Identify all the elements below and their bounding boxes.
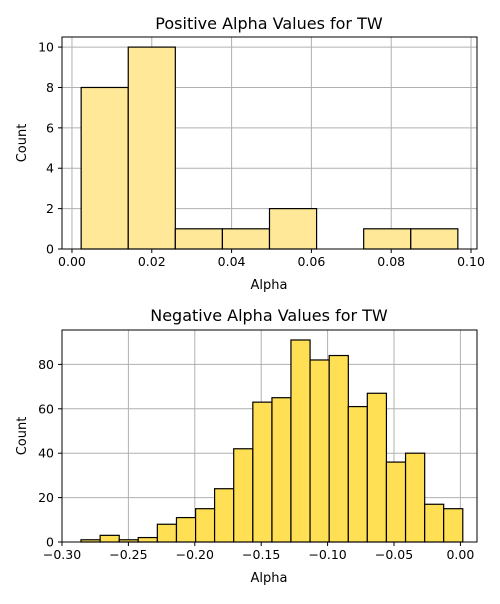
histogram-bar xyxy=(137,536,158,543)
bars xyxy=(80,339,464,543)
y-tick-label: 4 xyxy=(46,161,54,176)
y-axis-label: Count xyxy=(15,124,30,163)
y-tick-label: 10 xyxy=(38,40,54,55)
x-tick-label: −0.15 xyxy=(242,547,280,562)
y-axis-label: Count xyxy=(15,417,30,456)
x-tick-label: 0.00 xyxy=(446,547,474,562)
x-tick-label: −0.20 xyxy=(176,547,214,562)
x-tick-label: −0.30 xyxy=(43,547,81,562)
histogram-bar xyxy=(127,46,176,250)
histogram-bar xyxy=(271,397,292,543)
x-tick-label: 0.06 xyxy=(297,254,325,269)
x-tick-label: 0.10 xyxy=(457,254,485,269)
y-tick-label: 0 xyxy=(46,535,54,550)
chart-title: Positive Alpha Values for TW xyxy=(155,14,383,33)
y-tick-label: 0 xyxy=(46,242,54,257)
x-axis-label: Alpha xyxy=(251,571,288,586)
y-tick-label: 8 xyxy=(46,80,54,95)
bars xyxy=(80,46,459,250)
axes: −0.30 −0.25 −0.20 −0.15 −0.10 −0.05 0.00 0 20 40 6… xyxy=(38,329,478,562)
x-tick-label: −0.10 xyxy=(308,547,346,562)
histogram-bar xyxy=(385,461,407,543)
histogram-bar xyxy=(252,401,273,543)
histogram-bar xyxy=(347,405,368,543)
axes-frame xyxy=(61,329,478,543)
histogram-bar xyxy=(194,508,216,543)
x-tick-label: 0.02 xyxy=(138,254,166,269)
histogram-bar xyxy=(366,392,388,543)
y-tick-label: 40 xyxy=(38,446,54,461)
x-tick-label: 0.08 xyxy=(377,254,405,269)
x-tick-label: 0.04 xyxy=(218,254,246,269)
y-tick-label: 20 xyxy=(38,490,54,505)
x-tick-label: 0.00 xyxy=(58,254,86,269)
y-tick-label: 80 xyxy=(38,357,54,372)
histogram-bar xyxy=(221,228,271,250)
histogram-bar xyxy=(410,228,459,250)
histogram-bar xyxy=(363,228,412,250)
axes: 0.00 0.02 0.04 0.06 0.08 0.10 0 2 4 6 8 10 xyxy=(38,36,485,269)
histogram-bar xyxy=(174,228,224,250)
histogram-bar xyxy=(290,339,311,543)
histogram-bar xyxy=(213,488,235,543)
y-tick-label: 60 xyxy=(38,401,54,416)
y-tick-label: 6 xyxy=(46,120,54,135)
axes-frame xyxy=(61,36,478,250)
positive-alpha-histogram: Positive Alpha Values for TW Alpha Count… xyxy=(15,14,485,293)
histogram-bar xyxy=(80,86,129,250)
y-tick-label: 2 xyxy=(46,201,54,216)
histogram-bar xyxy=(328,354,349,543)
chart-title: Negative Alpha Values for TW xyxy=(150,306,388,325)
histogram-bar xyxy=(233,448,254,543)
x-tick-label: −0.25 xyxy=(109,547,147,562)
x-axis-label: Alpha xyxy=(251,278,288,293)
histogram-bar xyxy=(309,359,330,543)
histogram-bar xyxy=(175,516,197,543)
histogram-bar xyxy=(424,503,445,543)
histogram-bar xyxy=(268,208,318,250)
histogram-bar xyxy=(404,452,426,543)
x-tick-label: −0.05 xyxy=(375,547,413,562)
histogram-bar xyxy=(99,534,120,543)
histogram-bar xyxy=(443,508,464,543)
histogram-bar xyxy=(156,523,178,543)
negative-alpha-histogram: Negative Alpha Values for TW Alpha Count… xyxy=(15,306,478,586)
